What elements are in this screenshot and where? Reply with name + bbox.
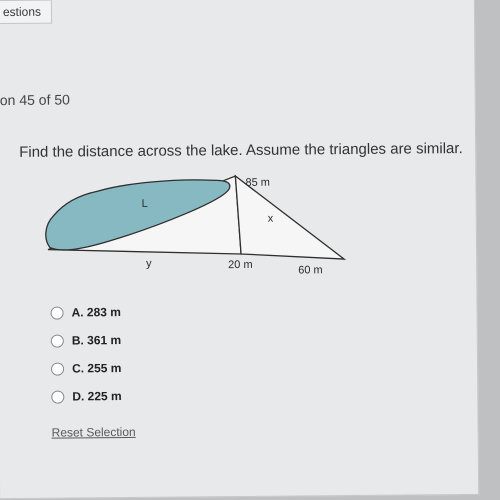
choice-D[interactable]: D. 225 m bbox=[51, 389, 121, 404]
label-L: L bbox=[142, 198, 148, 210]
choice-label: A. 283 m bbox=[72, 305, 121, 319]
progress-text: ion 45 of 50 bbox=[0, 91, 70, 108]
question-text: Find the distance across the lake. Assum… bbox=[19, 140, 463, 161]
answer-choices: A. 283 m B. 361 m C. 255 m D. 225 m bbox=[51, 305, 122, 418]
radio-icon[interactable] bbox=[51, 334, 64, 347]
question-progress: ion 45 of 50 bbox=[0, 91, 70, 108]
choice-label: C. 255 m bbox=[72, 361, 121, 375]
label-x: x bbox=[268, 213, 274, 225]
tab-fragment: estions bbox=[0, 0, 52, 24]
reset-label: Reset Selection bbox=[52, 425, 136, 440]
radio-icon[interactable] bbox=[51, 362, 64, 375]
radio-icon[interactable] bbox=[51, 390, 64, 403]
radio-icon[interactable] bbox=[51, 306, 64, 319]
reset-selection-link[interactable]: Reset Selection bbox=[52, 425, 136, 440]
triangle-diagram: L 85 m x y 20 m 60 m bbox=[35, 163, 366, 286]
label-85m: 85 m bbox=[245, 177, 270, 189]
choice-label: B. 361 m bbox=[72, 333, 121, 347]
choice-B[interactable]: B. 361 m bbox=[51, 333, 121, 348]
label-y: y bbox=[146, 258, 152, 270]
label-20m: 20 m bbox=[228, 259, 253, 271]
quiz-surface: estions ion 45 of 50 Find the distance a… bbox=[0, 0, 479, 499]
tab-label: estions bbox=[3, 5, 41, 19]
choice-C[interactable]: C. 255 m bbox=[51, 361, 121, 376]
label-60m: 60 m bbox=[298, 264, 323, 276]
choice-label: D. 225 m bbox=[72, 389, 121, 403]
choice-A[interactable]: A. 283 m bbox=[51, 305, 121, 320]
